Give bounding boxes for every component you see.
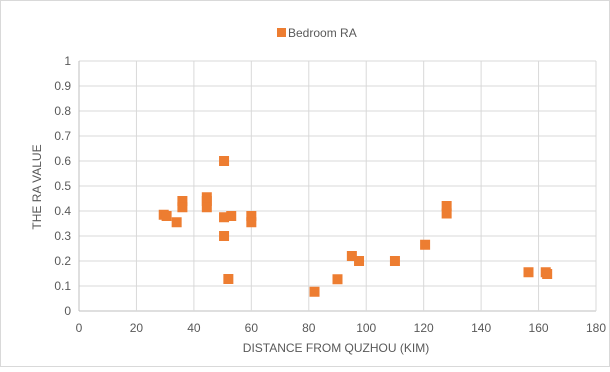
data-point xyxy=(226,211,237,221)
data-point xyxy=(389,256,400,266)
data-point xyxy=(523,267,534,278)
y-tick-label: 0.1 xyxy=(54,279,71,293)
y-tick-label: 0.4 xyxy=(54,204,71,218)
x-tick-label: 0 xyxy=(76,321,83,335)
data-point xyxy=(177,202,188,213)
y-tick-label: 0.2 xyxy=(54,254,71,268)
gridlines xyxy=(78,60,597,312)
data-point xyxy=(201,202,212,213)
x-tick-label: 20 xyxy=(130,321,144,335)
data-point xyxy=(246,217,257,228)
x-axis-title: DISTANCE FROM QUZHOU (KIM) xyxy=(243,341,429,355)
data-point xyxy=(223,274,234,284)
data-point xyxy=(171,217,182,228)
data-point xyxy=(246,211,257,221)
x-tick-label: 160 xyxy=(529,321,549,335)
x-tick-label: 80 xyxy=(302,321,316,335)
y-tick-label: 0.9 xyxy=(54,79,71,93)
data-point xyxy=(542,269,553,279)
x-tick-label: 40 xyxy=(187,321,201,335)
data-point xyxy=(332,274,343,285)
data-point xyxy=(441,201,452,211)
x-tick-label: 180 xyxy=(586,321,606,335)
legend-label: Bedroom RA xyxy=(288,26,357,40)
legend: Bedroom RA xyxy=(277,26,357,40)
x-tick-labels: 0 20 40 60 80 100 120 140 160 180 xyxy=(76,321,607,335)
x-tick-label: 120 xyxy=(414,321,434,335)
x-tick-label: 140 xyxy=(471,321,491,335)
data-point xyxy=(161,211,172,221)
y-tick-label: 0.6 xyxy=(54,154,71,168)
y-tick-label: 0.3 xyxy=(54,229,71,243)
data-point xyxy=(354,256,365,266)
data-point xyxy=(420,239,431,250)
y-tick-label: 0.7 xyxy=(54,129,71,143)
y-tick-labels: 0 0.1 0.2 0.3 0.4 0.5 0.6 0.7 0.8 0.9 1 xyxy=(54,54,71,318)
data-point xyxy=(346,251,357,261)
x-tick-label: 100 xyxy=(356,321,376,335)
data-point xyxy=(309,286,320,297)
y-tick-label: 0.5 xyxy=(54,179,71,193)
y-tick-label: 0.8 xyxy=(54,104,71,118)
y-tick-label: 0 xyxy=(64,304,71,318)
y-axis-title: THE RA VALUE xyxy=(30,144,44,229)
data-points xyxy=(158,156,553,297)
data-point xyxy=(177,196,188,206)
data-point xyxy=(219,231,230,241)
data-point xyxy=(201,196,212,206)
data-point xyxy=(441,208,452,219)
legend-marker xyxy=(277,28,286,37)
x-tick-label: 60 xyxy=(245,321,259,335)
y-tick-label: 1 xyxy=(64,54,71,68)
data-point xyxy=(219,212,230,223)
data-point xyxy=(219,156,230,166)
